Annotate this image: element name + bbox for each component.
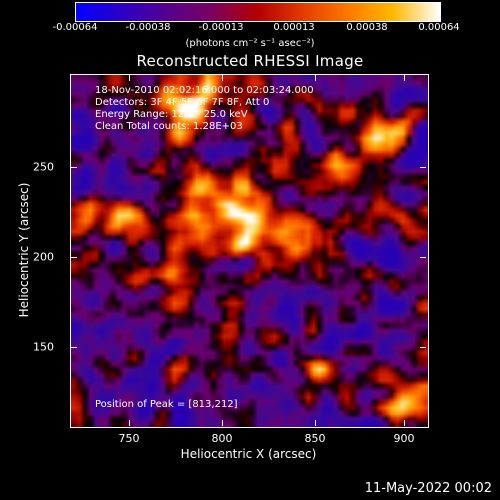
plot-title: Reconstructed RHESSI Image <box>136 52 364 70</box>
y-axis-tick-mark <box>420 347 426 348</box>
x-axis-tick-mark <box>222 420 223 426</box>
colorbar-tick: -0.00013 <box>198 22 244 33</box>
colorbar-tick: 0.00038 <box>346 22 388 33</box>
x-axis-label: Heliocentric X (arcsec) <box>180 447 317 461</box>
y-axis-label: Heliocentric Y (arcsec) <box>17 182 31 318</box>
heatmap-plot-area: 18-Nov-2010 02:02:16.000 to 02:03:24.000… <box>70 74 429 428</box>
peak-position-annotation: Position of Peak = [813,212] <box>95 399 238 410</box>
y-tick-label: 250 <box>33 160 54 174</box>
y-axis-tick-mark <box>71 167 77 168</box>
x-tick-label: 850 <box>304 432 326 445</box>
x-tick-label: 750 <box>118 432 140 445</box>
y-axis-tick-mark <box>420 167 426 168</box>
colorbar-tick: 0.00064 <box>418 22 460 33</box>
colorbar-unit-label: (photons cm⁻² s⁻¹ asec⁻²) <box>185 38 315 49</box>
x-axis-tick-mark <box>129 75 130 81</box>
detectors-annotation: Detectors: 3F 4F 5F 6F 7F 8F, Att 0 <box>95 97 270 108</box>
x-axis-tick-mark <box>129 420 130 426</box>
colorbar <box>75 2 441 22</box>
x-axis-tick-mark <box>222 75 223 81</box>
y-axis-tick-mark <box>71 257 77 258</box>
x-tick-label: 900 <box>393 432 415 445</box>
x-axis-tick-mark <box>315 75 316 81</box>
energy-range-annotation: Energy Range: 12.0 - 25.0 keV <box>95 109 248 120</box>
colorbar-tick: -0.00038 <box>125 22 171 33</box>
x-tick-label: 800 <box>211 432 233 445</box>
y-tick-label: 150 <box>33 340 54 354</box>
heatmap-image <box>71 75 428 427</box>
y-tick-label: 200 <box>33 250 54 264</box>
x-axis-tick-mark <box>404 75 405 81</box>
y-axis-tick-mark <box>420 257 426 258</box>
time-range-annotation: 18-Nov-2010 02:02:16.000 to 02:03:24.000 <box>95 85 314 96</box>
x-axis-tick-mark <box>315 420 316 426</box>
colorbar-tick: -0.00064 <box>52 22 98 33</box>
y-axis-tick-mark <box>71 347 77 348</box>
x-axis-tick-mark <box>404 420 405 426</box>
colorbar-tick: 0.00013 <box>273 22 315 33</box>
clean-counts-annotation: Clean Total counts: 1.28E+03 <box>95 121 243 132</box>
date-stamp: 11-May-2022 00:02 <box>364 481 492 496</box>
